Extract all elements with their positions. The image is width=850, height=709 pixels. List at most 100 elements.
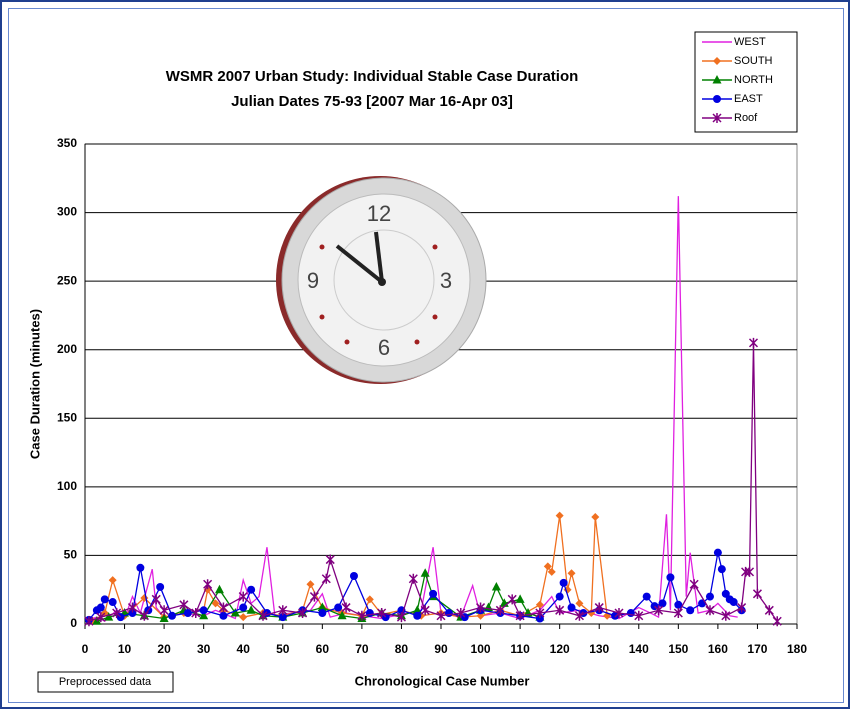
point [642, 592, 651, 601]
point [84, 616, 94, 627]
point [179, 599, 189, 610]
point [654, 605, 664, 616]
point [127, 602, 137, 613]
point [658, 599, 667, 608]
clock-digit: 9 [307, 268, 319, 293]
clock-dot [344, 339, 350, 345]
x-axis-label: Chronological Case Number [355, 673, 530, 688]
point [748, 337, 759, 348]
point [112, 608, 122, 619]
point [717, 565, 726, 574]
point [729, 598, 738, 607]
point [156, 582, 165, 591]
point [555, 605, 565, 616]
point [491, 581, 501, 591]
x-tick-label: 90 [434, 642, 448, 656]
legend-label: SOUTH [734, 55, 773, 67]
point [764, 605, 774, 616]
point [456, 608, 466, 619]
point [128, 609, 137, 618]
point [377, 608, 387, 619]
point [555, 592, 564, 601]
point [325, 554, 335, 565]
point [408, 573, 418, 584]
point [712, 75, 722, 84]
point [444, 609, 453, 618]
point [151, 594, 161, 605]
clock-dot [319, 314, 325, 320]
point [705, 605, 715, 616]
clock-dot [432, 314, 438, 320]
point [721, 610, 731, 621]
point [737, 602, 747, 613]
x-tick-label: 140 [629, 642, 649, 656]
point [396, 612, 406, 623]
point [634, 610, 644, 621]
y-tick-label: 300 [57, 205, 77, 219]
point [183, 609, 192, 618]
point [495, 605, 505, 616]
x-tick-label: 110 [510, 642, 530, 656]
clock-hand [374, 231, 384, 283]
x-tick-label: 10 [118, 642, 132, 656]
point [713, 57, 721, 65]
x-tick-label: 130 [589, 642, 609, 656]
point [559, 578, 568, 587]
point [96, 603, 105, 612]
y-tick-label: 200 [57, 342, 77, 356]
point [535, 608, 545, 619]
point [594, 602, 604, 613]
y-tick-label: 50 [64, 548, 78, 562]
point [420, 568, 430, 577]
point [436, 610, 446, 621]
point [507, 594, 517, 605]
point [689, 579, 699, 590]
point [567, 603, 576, 612]
x-tick-label: 40 [237, 642, 251, 656]
legend-label: Roof [734, 112, 758, 124]
point [246, 605, 256, 614]
point [96, 612, 106, 623]
point [100, 595, 109, 604]
point [136, 563, 145, 572]
point [666, 573, 675, 582]
point [626, 609, 635, 618]
point [258, 610, 268, 621]
point [365, 609, 374, 618]
point [535, 600, 544, 609]
point [318, 609, 327, 618]
point [139, 610, 149, 621]
point [567, 569, 576, 578]
y-tick-label: 250 [57, 273, 77, 287]
clock-dot [319, 244, 325, 250]
point [673, 608, 683, 619]
point [705, 592, 714, 601]
point [476, 602, 486, 613]
point [341, 602, 351, 613]
point [574, 610, 584, 621]
clock-dot [414, 339, 420, 345]
x-tick-label: 20 [157, 642, 171, 656]
point [199, 606, 208, 615]
clock-dot [432, 244, 438, 250]
point [614, 608, 624, 619]
point [752, 588, 762, 599]
note: Preprocessed data [59, 676, 152, 688]
clock: 12 3 6 9 [276, 176, 487, 384]
point [219, 611, 228, 620]
point [306, 580, 315, 589]
point [321, 573, 331, 584]
point [674, 600, 683, 609]
point [168, 611, 177, 620]
point [429, 589, 438, 598]
chart-title: WSMR 2007 Urban Study: Individual Stable… [166, 68, 579, 85]
legend-label: EAST [734, 93, 763, 105]
point [309, 591, 319, 602]
point [555, 511, 564, 520]
point [199, 610, 209, 620]
legend-label: WEST [734, 36, 766, 48]
point [772, 616, 782, 627]
point [745, 566, 755, 577]
point [611, 611, 620, 620]
y-tick-label: 350 [57, 136, 77, 150]
